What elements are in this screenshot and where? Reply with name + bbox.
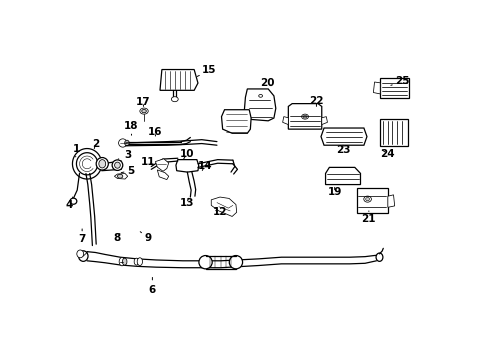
Ellipse shape (302, 114, 309, 119)
Ellipse shape (303, 115, 307, 118)
Polygon shape (211, 197, 237, 216)
Text: 20: 20 (260, 77, 274, 87)
Ellipse shape (134, 258, 139, 265)
Text: 9: 9 (140, 232, 151, 243)
Polygon shape (155, 159, 169, 171)
Ellipse shape (122, 258, 127, 265)
Polygon shape (221, 110, 251, 133)
Polygon shape (357, 188, 388, 213)
Ellipse shape (140, 108, 148, 114)
Polygon shape (321, 128, 367, 145)
Text: 10: 10 (179, 149, 194, 159)
Text: 15: 15 (197, 66, 217, 76)
Text: 17: 17 (136, 97, 150, 107)
Polygon shape (388, 195, 394, 207)
Polygon shape (380, 78, 409, 98)
Ellipse shape (112, 160, 123, 170)
Text: 5: 5 (121, 166, 134, 176)
Polygon shape (373, 82, 380, 94)
Ellipse shape (124, 140, 129, 146)
Ellipse shape (366, 198, 369, 201)
Ellipse shape (78, 251, 88, 261)
Text: 21: 21 (362, 211, 376, 224)
Polygon shape (322, 117, 327, 125)
Polygon shape (115, 174, 128, 179)
Text: 14: 14 (197, 161, 212, 171)
Polygon shape (283, 117, 288, 125)
Text: 3: 3 (118, 150, 131, 161)
Polygon shape (380, 119, 408, 146)
Ellipse shape (364, 196, 371, 202)
Ellipse shape (229, 256, 243, 269)
Polygon shape (288, 104, 322, 129)
Polygon shape (157, 170, 169, 180)
Text: 13: 13 (179, 198, 194, 208)
Polygon shape (176, 159, 199, 172)
Text: 25: 25 (391, 76, 410, 86)
Text: 4: 4 (66, 197, 74, 210)
Ellipse shape (259, 94, 263, 97)
Text: 2: 2 (92, 139, 99, 149)
Ellipse shape (96, 158, 108, 170)
Ellipse shape (172, 97, 178, 102)
Text: 12: 12 (213, 207, 227, 217)
Text: 23: 23 (336, 145, 350, 155)
Polygon shape (325, 167, 361, 185)
Text: 16: 16 (148, 127, 163, 137)
Text: 1: 1 (73, 144, 80, 157)
Text: 7: 7 (78, 229, 86, 244)
Ellipse shape (119, 257, 125, 266)
Ellipse shape (77, 250, 84, 258)
Polygon shape (245, 89, 276, 121)
Text: 6: 6 (149, 278, 156, 296)
Ellipse shape (199, 256, 212, 269)
Text: 22: 22 (309, 96, 324, 107)
Polygon shape (160, 69, 198, 90)
Ellipse shape (99, 159, 106, 168)
Ellipse shape (70, 198, 77, 204)
Ellipse shape (118, 174, 123, 178)
Ellipse shape (119, 139, 127, 147)
Ellipse shape (137, 258, 143, 266)
Text: 8: 8 (114, 233, 121, 243)
Text: 18: 18 (124, 121, 139, 135)
Text: 11: 11 (141, 157, 155, 167)
Text: 24: 24 (380, 149, 394, 158)
Text: 19: 19 (327, 187, 342, 197)
Ellipse shape (142, 109, 147, 113)
Ellipse shape (115, 162, 121, 168)
Ellipse shape (376, 253, 383, 261)
